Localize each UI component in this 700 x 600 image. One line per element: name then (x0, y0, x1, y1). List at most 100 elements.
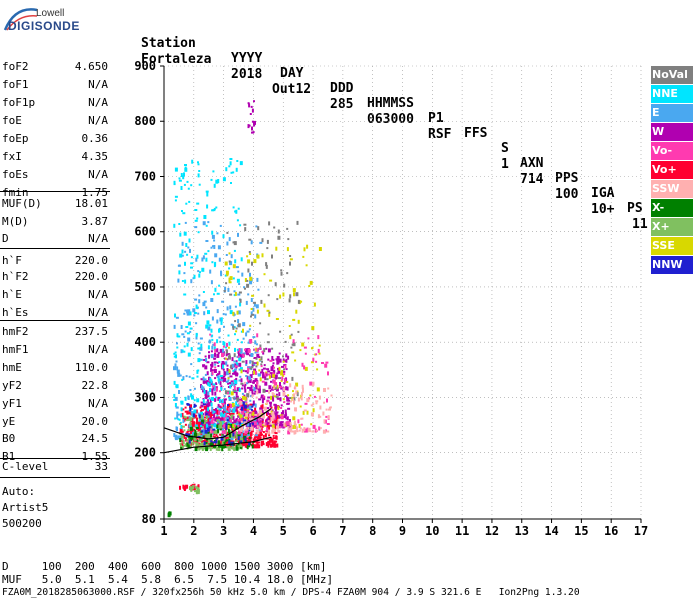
echo-point-w (228, 395, 231, 398)
legend-item-noval: NoVal (651, 66, 693, 84)
y-tick-label: 400 (134, 335, 156, 349)
echo-point-vo- (199, 406, 202, 409)
echo-point-x- (230, 416, 233, 420)
y-tick-label: 80 (142, 512, 156, 526)
echo-point-ssw (311, 430, 315, 433)
echo-point-w (208, 376, 210, 381)
echo-point-w (237, 415, 240, 418)
echo-point-noval (230, 364, 233, 369)
echo-point-vo- (268, 424, 271, 427)
echo-point-nnw (244, 437, 247, 442)
echo-point-vo- (312, 357, 315, 362)
echo-point-e (246, 330, 250, 333)
echo-point-sse (269, 279, 273, 282)
echo-point-vo- (325, 415, 328, 418)
echo-point-x- (233, 447, 236, 452)
echo-point-sse (300, 300, 303, 303)
echo-point-vo- (292, 339, 295, 344)
echo-point-vo- (214, 366, 217, 369)
echo-point-vo- (230, 410, 233, 413)
echo-point-w (239, 416, 242, 421)
echo-point-sse (273, 395, 277, 398)
echo-point-sse (292, 390, 294, 393)
echo-point-e (254, 340, 257, 345)
echo-point-e (191, 411, 194, 416)
echo-point-nne (198, 170, 201, 172)
echo-point-sse (244, 416, 248, 421)
echo-point-e (194, 298, 198, 301)
echo-point-x- (215, 430, 219, 435)
auto-label: 500200 (2, 517, 108, 534)
echo-point-nnw (241, 406, 243, 411)
echo-point-ssw (330, 394, 333, 397)
echo-point-nnw (205, 413, 208, 416)
x-tick-label: 10 (425, 524, 439, 538)
echo-point-x- (193, 432, 197, 437)
echo-point-e (183, 312, 186, 315)
echo-point-sse (287, 394, 290, 397)
echo-point-sse (224, 261, 228, 266)
echo-point-ssw (310, 404, 313, 407)
echo-point-w (271, 409, 274, 412)
echo-point-noval (249, 367, 253, 370)
echo-point-x- (202, 446, 205, 449)
echo-point-e (202, 302, 206, 307)
echo-point-sse (258, 358, 261, 361)
echo-point-w (265, 372, 268, 377)
echo-point-noval (232, 325, 235, 330)
echo-point-sse (272, 373, 276, 378)
echo-point-sse (244, 396, 247, 401)
echo-point-ssw (293, 393, 296, 398)
echo-point-w (281, 365, 284, 368)
echo-point-vo- (196, 421, 198, 426)
echo-point-ssw (317, 414, 320, 419)
echo-point-ssw (290, 400, 293, 403)
echo-point-vo- (208, 443, 211, 446)
echo-point-w (272, 358, 275, 361)
echo-point-ssw (248, 391, 251, 394)
echo-point-ssw (270, 417, 274, 422)
echo-point-e (190, 279, 193, 284)
echo-point-nne (239, 302, 242, 307)
echo-point-e (237, 270, 240, 273)
echo-point-w (247, 102, 250, 105)
echo-point-w (235, 377, 238, 382)
echo-point-vo- (312, 424, 316, 429)
echo-point-vo- (257, 437, 260, 440)
echo-point-vo- (304, 428, 308, 433)
echo-point-w (225, 352, 228, 357)
echo-point-nnw (212, 441, 216, 444)
echo-point-nne (236, 219, 239, 222)
echo-point-e (184, 221, 187, 224)
legend-item-w: W (651, 123, 693, 141)
echo-point-ssw (255, 396, 258, 399)
param-row: h`F2 220.0 (2, 270, 108, 287)
echo-point-w (275, 377, 278, 380)
echo-point-vo- (275, 435, 278, 440)
echo-point-vo- (180, 439, 183, 442)
echo-point-nne (178, 177, 181, 180)
echo-point-vo- (254, 407, 257, 412)
echo-point-noval (233, 241, 237, 246)
echo-point-noval (276, 298, 279, 301)
echo-point-nne (182, 350, 186, 353)
echo-point-e (202, 386, 205, 391)
param-value: 18.01 (74, 197, 108, 210)
echo-point-e (233, 382, 236, 387)
echo-point-nnw (192, 413, 195, 418)
echo-point-sse (268, 374, 271, 379)
echo-point-nne (202, 291, 205, 293)
echo-point-vo- (237, 355, 240, 358)
echo-point-noval (260, 363, 263, 366)
echo-point-w (258, 385, 261, 390)
echo-point-x- (198, 431, 201, 436)
echo-point-sse (286, 247, 289, 252)
echo-point-nne (175, 354, 177, 359)
echo-point-w (205, 403, 209, 406)
echo-point-w (243, 412, 246, 416)
echo-point-w (213, 369, 217, 373)
echo-point-w (262, 367, 266, 370)
echo-point-w (253, 357, 257, 359)
echo-point-w (214, 377, 217, 380)
echo-point-noval (290, 346, 293, 349)
